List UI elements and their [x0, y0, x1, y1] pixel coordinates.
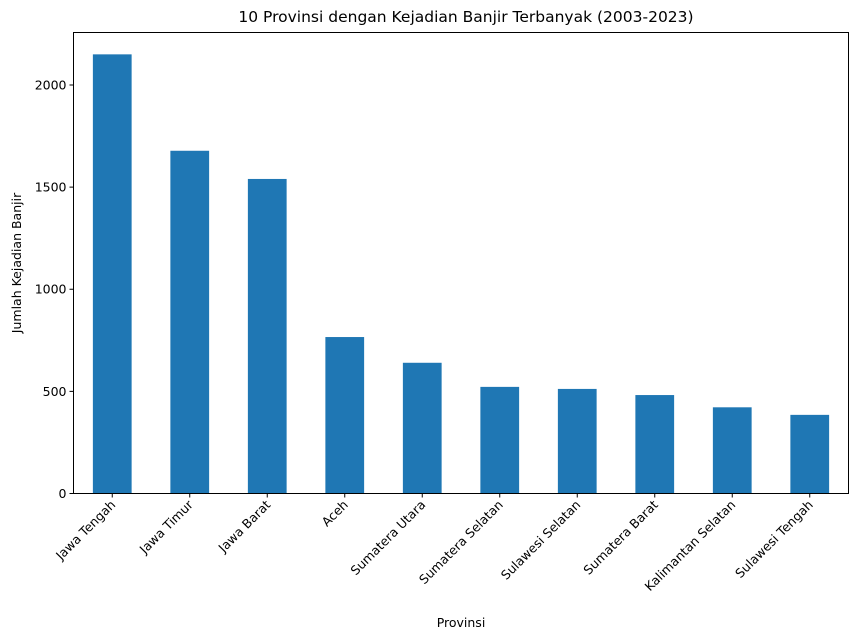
y-axis-ticks: 0 500 1000 1500 2000	[35, 77, 74, 501]
bar-3	[247, 178, 287, 494]
x-tick-label: Sulawesi Tengah	[732, 497, 816, 581]
x-tick-label: Sumatera Barat	[580, 497, 661, 578]
y-tick-label: 2000	[35, 77, 67, 92]
bar-5	[402, 362, 442, 494]
bar-2	[170, 150, 210, 494]
bars-group	[92, 54, 830, 494]
bar-4	[325, 337, 365, 494]
x-axis-ticks: Jawa Tengah Jawa Timur Jawa Barat AcehSumat…	[52, 493, 816, 594]
x-tick-label: Jawa Timur	[136, 496, 197, 557]
y-tick-label: 500	[43, 384, 67, 399]
x-tick-label: Jawa Barat	[215, 497, 274, 556]
bar-6	[480, 386, 520, 494]
bar-9	[712, 407, 752, 494]
y-tick-label: 1500	[35, 180, 67, 195]
y-tick-label: 0	[59, 486, 67, 501]
y-axis-label: Jumlah Kejadian Banjir	[9, 192, 24, 334]
x-tick-label: Sumatera Selatan	[416, 497, 506, 587]
bar-1	[92, 54, 132, 494]
chart-title: 10 Provinsi dengan Kejadian Banjir Terba…	[238, 8, 693, 26]
x-tick-label: Sulawesi Selatan	[498, 497, 584, 583]
x-tick-label: Aceh	[318, 497, 350, 529]
x-axis-label: Provinsi	[437, 615, 486, 630]
bar-8	[635, 395, 675, 494]
bar-10	[790, 414, 830, 494]
plot-frame	[73, 32, 849, 494]
x-tick-label: Jawa Tengah	[52, 497, 118, 563]
x-tick-label: Sumatera Utara	[347, 497, 428, 578]
bar-7	[557, 388, 597, 494]
y-tick-label: 1000	[35, 282, 67, 297]
